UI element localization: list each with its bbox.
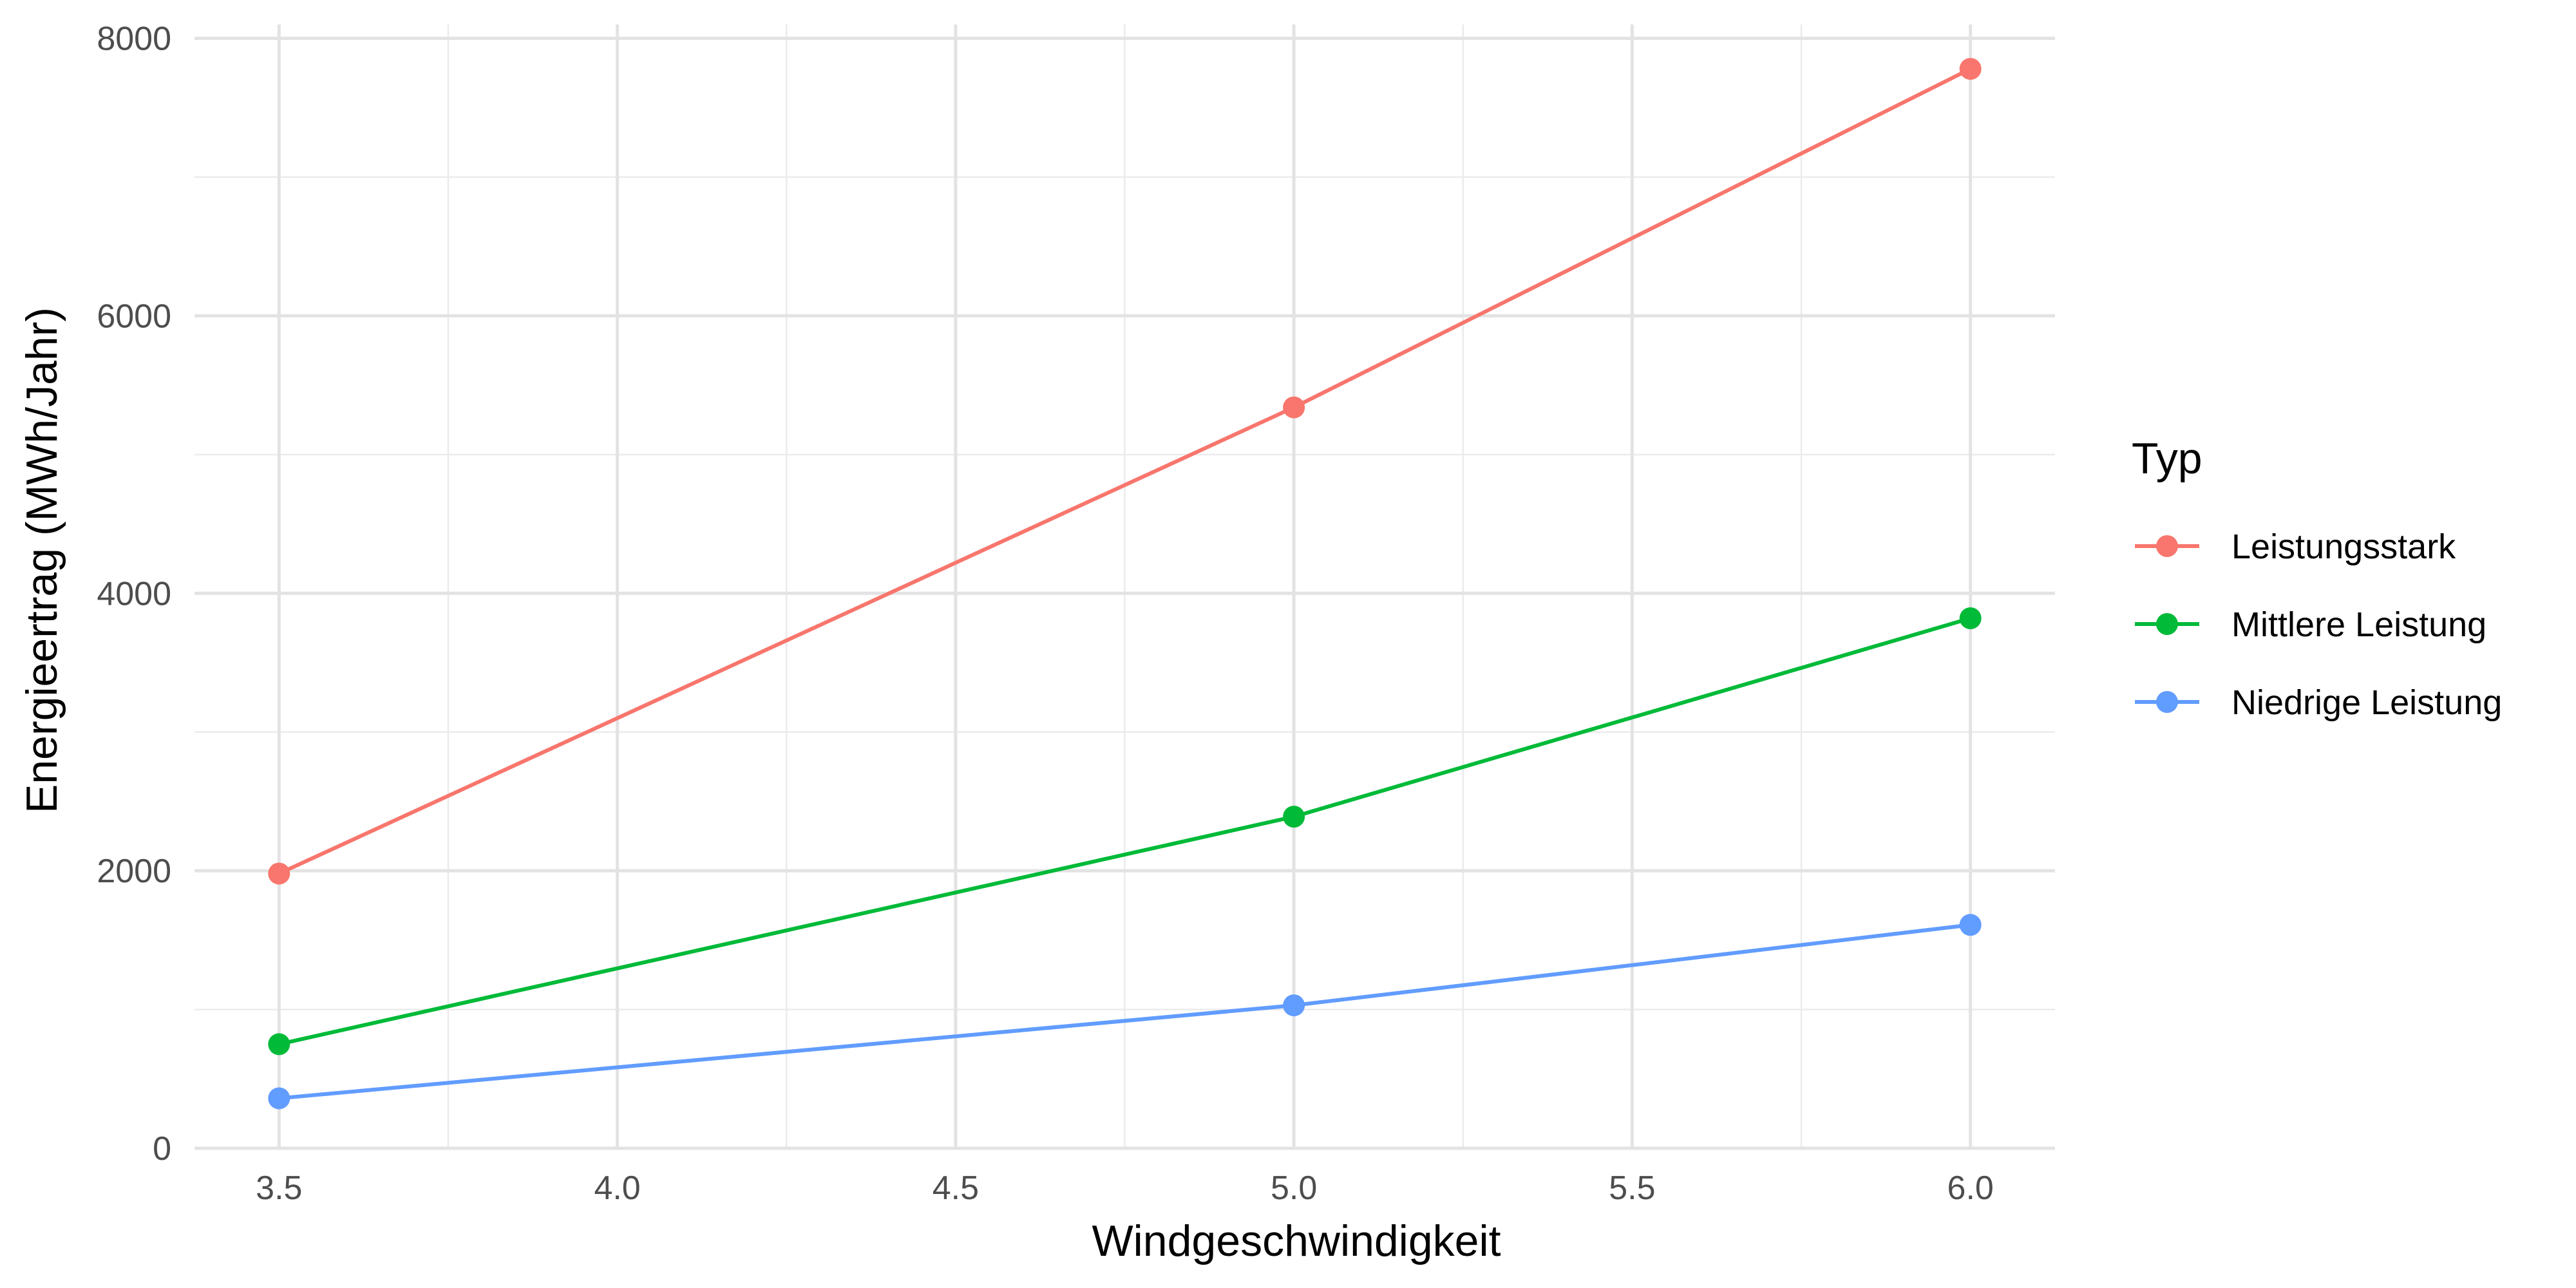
data-point xyxy=(1959,57,1982,80)
x-tick-label: 5.0 xyxy=(1271,1170,1317,1207)
y-tick-label: 6000 xyxy=(97,298,171,335)
y-tick-label: 4000 xyxy=(97,575,171,612)
data-point xyxy=(1283,806,1305,828)
data-point xyxy=(1959,914,1982,936)
data-point xyxy=(1283,396,1305,419)
legend-key-point xyxy=(2156,691,2178,713)
y-tick-label: 8000 xyxy=(97,21,171,58)
legend-item: Mittlere Leistung xyxy=(2135,605,2486,644)
legend-key-point xyxy=(2156,535,2178,557)
data-point xyxy=(268,862,290,885)
x-tick-label: 4.0 xyxy=(594,1170,640,1207)
x-tick-label: 3.5 xyxy=(256,1170,302,1207)
legend-label: Niedrige Leistung xyxy=(2231,683,2502,722)
series-1 xyxy=(268,57,1982,885)
y-axis-ticks: 0 2000 4000 6000 8000 xyxy=(97,21,171,1168)
x-tick-label: 6.0 xyxy=(1947,1170,1994,1207)
x-axis-ticks: 3.5 4.0 4.5 5.0 5.5 6.0 xyxy=(256,1170,1994,1207)
y-axis-title: Energieertrag (MWh/Jahr) xyxy=(17,307,66,813)
series-3 xyxy=(268,914,1982,1110)
x-tick-label: 5.5 xyxy=(1609,1170,1655,1207)
legend-item: Leistungsstark xyxy=(2135,527,2456,566)
legend-items: Leistungsstark Mittlere Leistung Niedrige … xyxy=(2135,527,2502,722)
x-tick-label: 4.5 xyxy=(933,1170,979,1207)
major-gridlines xyxy=(194,24,2055,1150)
series-2 xyxy=(268,607,1982,1056)
legend-label: Leistungsstark xyxy=(2231,527,2456,566)
y-tick-label: 2000 xyxy=(97,853,171,890)
legend-item: Niedrige Leistung xyxy=(2135,683,2502,722)
legend-label: Mittlere Leistung xyxy=(2231,605,2486,644)
series-layer xyxy=(268,57,1982,1110)
legend-title: Typ xyxy=(2132,434,2202,483)
data-point xyxy=(268,1087,290,1110)
legend: Typ Leistungsstark Mittlere Leistung Niedr… xyxy=(2132,434,2502,722)
data-point xyxy=(1283,994,1305,1017)
data-point xyxy=(1959,607,1982,630)
minor-gridlines xyxy=(194,24,2055,1148)
y-tick-label: 0 xyxy=(153,1130,171,1168)
data-point xyxy=(268,1033,290,1056)
x-axis-title: Windgeschwindigkeit xyxy=(1092,1217,1501,1265)
legend-key-point xyxy=(2156,613,2178,635)
